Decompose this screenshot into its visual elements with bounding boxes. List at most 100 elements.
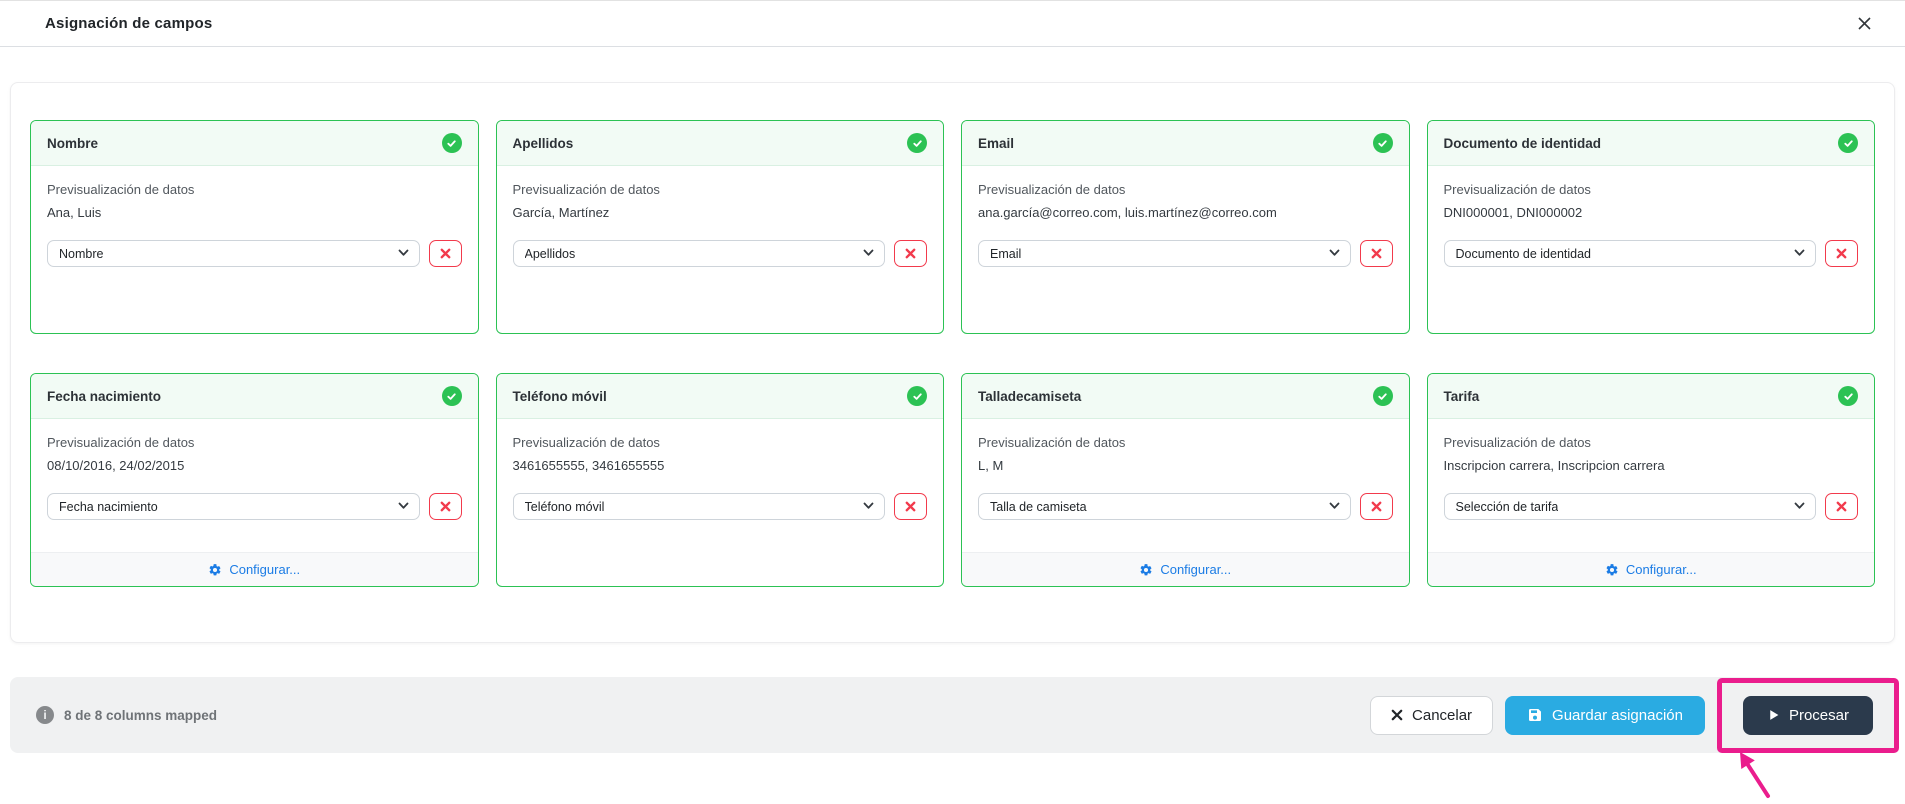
mapped-check-icon	[1838, 133, 1858, 153]
clear-mapping-button[interactable]	[894, 240, 927, 267]
field-card-apellidos: Apellidos Previsualización de datos Garc…	[495, 120, 944, 334]
preview-label: Previsualización de datos	[47, 182, 195, 197]
card-header: Nombre	[31, 121, 478, 166]
x-icon	[1371, 501, 1382, 512]
x-icon	[440, 501, 451, 512]
configure-label: Configurar...	[229, 562, 301, 577]
configure-label: Configurar...	[1160, 562, 1232, 577]
mapped-check-icon	[907, 133, 927, 153]
cards-grid: Nombre Previsualización de datos Ana, Lu…	[30, 120, 1875, 587]
save-icon	[1527, 707, 1543, 723]
selected-mapping-label: Nombre	[59, 246, 104, 261]
selected-mapping-label: Email	[990, 246, 1022, 261]
gear-icon	[1139, 563, 1153, 577]
card-header: Apellidos	[496, 121, 943, 166]
clear-mapping-button[interactable]	[1359, 240, 1393, 267]
selected-mapping-label: Teléfono móvil	[524, 499, 605, 514]
card-footer: Configurar...	[31, 552, 478, 586]
preview-value: Ana, Luis	[47, 205, 102, 220]
play-icon	[1767, 708, 1780, 722]
card-body: Previsualización de datos ana.garcía@cor…	[962, 166, 1409, 333]
field-mapping-select[interactable]: Documento de identidad	[1443, 240, 1816, 267]
chevron-down-icon	[1329, 249, 1340, 257]
field-card-email: Email Previsualización de datos ana.garc…	[961, 120, 1410, 334]
configure-link[interactable]: Configurar...	[208, 562, 300, 577]
card-body: Previsualización de datos 08/10/2016, 24…	[31, 419, 478, 552]
preview-label: Previsualización de datos	[978, 182, 1126, 197]
mapping-status: 8 de 8 columns mapped	[64, 707, 218, 723]
field-mapping-select[interactable]: Teléfono móvil	[512, 493, 885, 520]
process-highlight-box: Procesar	[1716, 677, 1899, 753]
x-icon	[1391, 709, 1403, 721]
preview-value: 08/10/2016, 24/02/2015	[47, 458, 185, 473]
card-footer: Configurar...	[962, 552, 1409, 586]
footer-bar: i 8 de 8 columns mapped Cancelar Guardar…	[10, 677, 1899, 753]
cancel-button[interactable]: Cancelar	[1370, 695, 1494, 735]
chevron-down-icon	[863, 249, 874, 257]
card-body: Previsualización de datos Inscripcion ca…	[1428, 419, 1875, 552]
clear-mapping-button[interactable]	[1825, 240, 1858, 267]
preview-value: ana.garcía@correo.com, luis.martínez@cor…	[978, 205, 1277, 220]
clear-mapping-button[interactable]	[1359, 493, 1393, 520]
card-footer: Configurar...	[1427, 552, 1874, 586]
card-header: Fecha nacimiento	[31, 374, 478, 419]
card-header: Tarifa	[1427, 374, 1874, 419]
card-header: Documento de identidad	[1427, 121, 1874, 166]
configure-link[interactable]: Configurar...	[1139, 562, 1231, 577]
clear-mapping-button[interactable]	[428, 240, 462, 267]
card-title: Documento de identidad	[1443, 135, 1602, 151]
chevron-down-icon	[1794, 502, 1805, 510]
field-mapping-select[interactable]: Selección de tarifa	[1443, 493, 1816, 520]
clear-mapping-button[interactable]	[894, 493, 927, 520]
preview-value: 3461655555, 3461655555	[512, 458, 665, 473]
card-header: Talladecamiseta	[962, 374, 1409, 419]
field-card-fecha-nacimiento: Fecha nacimiento Previsualización de dat…	[30, 373, 479, 587]
chevron-down-icon	[1794, 249, 1805, 257]
field-mapping-select[interactable]: Nombre	[47, 240, 420, 267]
preview-label: Previsualización de datos	[978, 435, 1126, 450]
preview-label: Previsualización de datos	[1443, 435, 1591, 450]
close-icon	[1857, 16, 1872, 31]
mapped-check-icon	[1372, 133, 1393, 153]
field-mapping-select[interactable]: Fecha nacimiento	[47, 493, 420, 520]
field-card-telefono: Teléfono móvil Previsualización de datos…	[495, 373, 944, 587]
x-icon	[905, 501, 916, 512]
preview-value: L, M	[978, 458, 1004, 473]
field-card-nombre: Nombre Previsualización de datos Ana, Lu…	[30, 120, 479, 334]
mapped-check-icon	[441, 133, 462, 153]
clear-mapping-button[interactable]	[428, 493, 462, 520]
card-title: Fecha nacimiento	[47, 388, 162, 404]
card-title: Apellidos	[512, 135, 574, 151]
configure-link[interactable]: Configurar...	[1605, 562, 1697, 577]
preview-label: Previsualización de datos	[1443, 182, 1591, 197]
preview-value: Inscripcion carrera, Inscripcion carrera	[1443, 458, 1665, 473]
mapped-check-icon	[907, 386, 927, 406]
gear-icon	[208, 563, 222, 577]
card-title: Teléfono móvil	[512, 388, 607, 404]
modal-title: Asignación de campos	[45, 15, 213, 32]
field-mapping-select[interactable]: Apellidos	[512, 240, 885, 267]
selected-mapping-label: Selección de tarifa	[1455, 499, 1559, 514]
process-button[interactable]: Procesar	[1742, 695, 1873, 735]
x-icon	[905, 248, 916, 259]
card-body: Previsualización de datos García, Martín…	[497, 166, 944, 333]
mapping-status-group: i 8 de 8 columns mapped	[36, 706, 217, 724]
info-icon: i	[36, 706, 54, 724]
mapped-check-icon	[1838, 386, 1858, 406]
card-body: Previsualización de datos 3461655555, 34…	[497, 419, 944, 586]
chevron-down-icon	[1329, 502, 1340, 510]
save-mapping-button[interactable]: Guardar asignación	[1505, 695, 1705, 735]
field-card-talla: Talladecamiseta Previsualización de dato…	[961, 373, 1410, 587]
modal-header: Asignación de campos	[0, 0, 1905, 47]
chevron-down-icon	[398, 249, 409, 257]
close-button[interactable]	[1853, 13, 1875, 35]
field-mapping-select[interactable]: Email	[978, 240, 1351, 267]
card-header: Email	[962, 121, 1409, 166]
preview-label: Previsualización de datos	[512, 182, 660, 197]
clear-mapping-button[interactable]	[1825, 493, 1858, 520]
x-icon	[1836, 501, 1847, 512]
chevron-down-icon	[863, 502, 874, 510]
chevron-down-icon	[398, 502, 409, 510]
preview-value: García, Martínez	[512, 205, 610, 220]
field-mapping-select[interactable]: Talla de camiseta	[978, 493, 1351, 520]
